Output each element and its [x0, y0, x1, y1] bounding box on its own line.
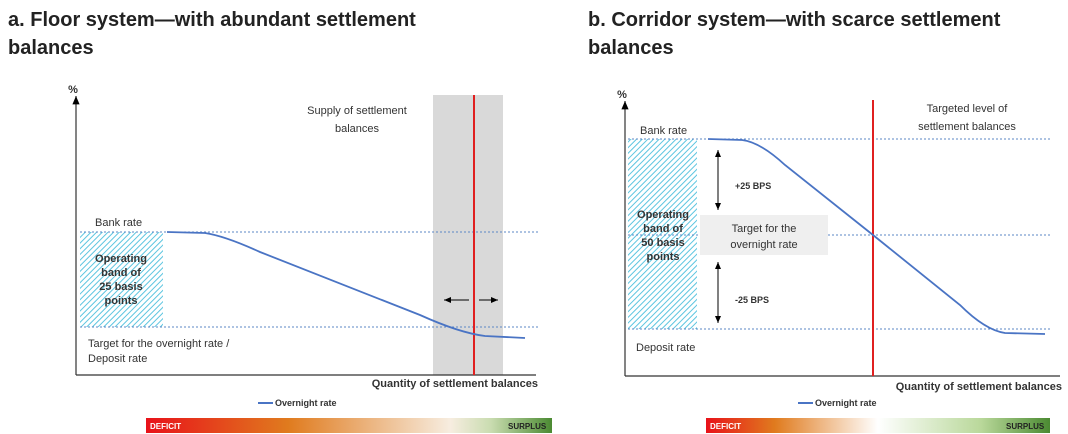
bank-rate-label: Bank rate: [640, 125, 687, 137]
band-label: 25 basis: [99, 281, 142, 293]
x-axis-label: Quantity of settlement balances: [372, 378, 538, 390]
supply-label: Supply of settlement: [307, 105, 407, 117]
operating-band: [80, 232, 163, 327]
band-label: Operating: [95, 253, 147, 265]
band-label: Operating: [637, 209, 689, 221]
bar-right-label: SURPLUS: [508, 422, 547, 431]
bar-left-label: DEFICIT: [710, 422, 741, 431]
supply-label: settlement balances: [918, 121, 1016, 133]
panel-title: a. Floor system—with abundant settlement…: [8, 9, 416, 59]
y-axis-label: %: [617, 89, 627, 101]
balance-bar: [706, 418, 1050, 433]
bank-rate-label: Bank rate: [95, 217, 142, 229]
band-label: 50 basis: [641, 237, 684, 249]
overnight-rate-curve: [166, 231, 526, 339]
bar-left-label: DEFICIT: [150, 422, 181, 431]
balance-bar: [146, 418, 552, 433]
target-label: Deposit rate: [88, 353, 147, 365]
legend-label: Overnight rate: [815, 398, 877, 408]
panel-b: % Targeted level of settlement balances …: [617, 89, 1062, 433]
down-label: -25 BPS: [735, 295, 769, 305]
deposit-label: Deposit rate: [636, 342, 695, 354]
target-box: [700, 215, 828, 255]
y-axis-label: %: [68, 84, 78, 96]
target-label: overnight rate: [730, 239, 797, 251]
band-label: band of: [101, 267, 141, 279]
legend-label: Overnight rate: [275, 398, 337, 408]
supply-band: [433, 95, 503, 375]
x-axis-label: Quantity of settlement balances: [896, 381, 1062, 393]
supply-label: Targeted level of: [927, 103, 1009, 115]
target-label: Target for the overnight rate /: [88, 338, 230, 350]
bar-right-label: SURPLUS: [1006, 422, 1045, 431]
band-label: points: [647, 251, 680, 263]
overnight-rate-curve: [707, 138, 1046, 335]
band-label: band of: [643, 223, 683, 235]
supply-label: balances: [335, 123, 380, 135]
panel-a: % Supply of settlement balances Bank rat…: [68, 84, 552, 433]
operating-band: [628, 139, 697, 329]
panel-title: b. Corridor system—with scarce settlemen…: [588, 9, 1001, 59]
target-label: Target for the: [732, 223, 797, 235]
up-label: +25 BPS: [735, 181, 771, 191]
band-label: points: [105, 295, 138, 307]
